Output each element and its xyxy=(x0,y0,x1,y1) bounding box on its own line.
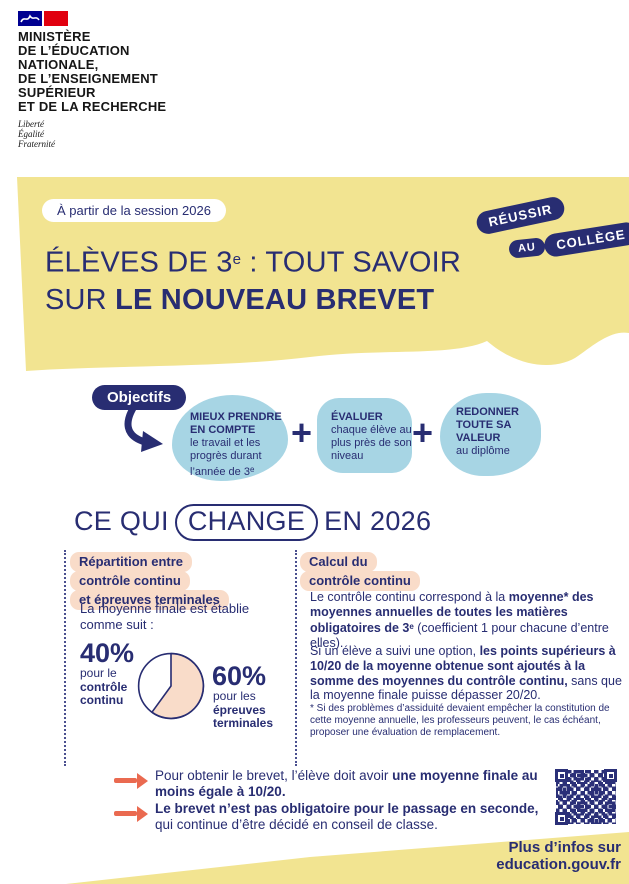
pct-60-label: pour les épreuves terminales xyxy=(213,689,274,730)
yellow-banner-background xyxy=(17,177,629,371)
pct-60-value: 60% xyxy=(212,661,267,691)
calcul-heading: Calcul du contrôle continu xyxy=(300,552,420,591)
session-pill: À partir de la session 2026 xyxy=(42,199,226,222)
more-info-text: Plus d’infos sur education.gouv.fr xyxy=(496,839,621,873)
objective-card-3: REDONNER TOUTE SA VALEUR au diplôme xyxy=(440,375,558,476)
highlight-line: et épreuves terminales xyxy=(70,590,229,610)
objective-text: le travail et les progrès durant l’année… xyxy=(190,437,262,479)
ministry-line: DE L’ENSEIGNEMENT xyxy=(18,71,158,86)
footnote: * Si des problèmes d’assiduité devaient … xyxy=(310,703,610,738)
arrow-icon xyxy=(114,778,137,783)
circled-word: CHANGE xyxy=(174,504,319,541)
qr-finder-icon xyxy=(555,769,568,782)
title-line-1: ÉLÈVES DE 3e : TOUT SAVOIR xyxy=(45,246,461,279)
calcul-paragraph-2: Si un élève a suivi une option, les poin… xyxy=(310,644,622,703)
pie-chart xyxy=(137,652,205,720)
objectifs-badge: Objectifs xyxy=(92,385,187,410)
more-info-line: Plus d’infos sur xyxy=(508,839,621,856)
objective-text: chaque élève au plus près de son niveau xyxy=(331,424,412,462)
badge-word: AU xyxy=(508,237,546,259)
objective-bold-text: MIEUX PRENDRE EN COMPTE xyxy=(190,411,282,436)
ministry-name: MINISTÈRE DE L’ÉDUCATION NATIONALE, DE L… xyxy=(18,30,166,114)
pct-40-value: 40% xyxy=(80,638,135,668)
french-flag-red-icon xyxy=(44,11,68,26)
qr-finder-icon xyxy=(604,769,617,782)
motto: Liberté Égalité Fraternité xyxy=(18,119,55,149)
repartition-intro: La moyenne finale est établie comme suit… xyxy=(80,601,250,632)
section-heading-change: CE QUI CHANGE EN 2026 xyxy=(74,504,431,541)
qr-finder-icon xyxy=(555,812,568,825)
reussir-au-college-badge: RÉUSSIR AU COLLÈGE xyxy=(470,195,629,266)
objective-bold-text: ÉVALUER xyxy=(331,411,383,423)
objective-text: au diplôme xyxy=(456,445,510,457)
poster-title: ÉLÈVES DE 3e : TOUT SAVOIR SUR LE NOUVEA… xyxy=(45,241,461,319)
marianne-flag-logo xyxy=(18,11,68,26)
calcul-paragraph-1: Le contrôle continu correspond à la moye… xyxy=(310,590,609,650)
plus-icon: + xyxy=(291,412,313,453)
bullet-2: Le brevet n’est pas obligatoire pour le … xyxy=(155,801,539,832)
ministry-line: SUPÉRIEUR xyxy=(18,85,96,100)
badge-word: COLLÈGE xyxy=(542,220,629,259)
ministry-line: NATIONALE, xyxy=(18,57,99,72)
dotted-divider-right xyxy=(295,550,297,766)
qr-code xyxy=(549,763,623,831)
objective-bold-text: REDONNER TOUTE SA VALEUR xyxy=(456,406,519,444)
motto-line: Fraternité xyxy=(18,139,55,149)
highlight-line: Calcul du xyxy=(300,552,377,572)
badge-word: RÉUSSIR xyxy=(474,195,567,236)
motto-line: Liberté xyxy=(18,119,44,129)
ministry-line: ET DE LA RECHERCHE xyxy=(18,99,167,114)
motto-line: Égalité xyxy=(18,129,44,139)
bullet-1: Pour obtenir le brevet, l’élève doit avo… xyxy=(155,768,538,799)
objective-card-2: ÉVALUER chaque élève au plus près de son… xyxy=(317,398,412,473)
ministry-line: MINISTÈRE xyxy=(18,29,91,44)
objective-card-1: MIEUX PRENDRE EN COMPTE le travail et le… xyxy=(172,395,288,481)
highlight-line: Répartition entre xyxy=(70,552,193,572)
plus-icon: + xyxy=(412,412,434,453)
dotted-divider-left xyxy=(64,550,66,766)
french-flag-blue-icon xyxy=(18,11,42,26)
highlight-line: contrôle continu xyxy=(70,571,190,591)
title-line-2: SUR LE NOUVEAU BREVET xyxy=(45,283,435,316)
curved-arrow-icon xyxy=(124,402,163,452)
more-info-url: education.gouv.fr xyxy=(496,856,621,873)
ministry-line: DE L’ÉDUCATION xyxy=(18,43,130,58)
arrow-icon xyxy=(114,811,137,816)
repartition-heading: Répartition entre contrôle continu et ép… xyxy=(70,552,229,610)
highlight-line: contrôle continu xyxy=(300,571,420,591)
pct-40-label: pour le contrôle continu xyxy=(80,666,128,707)
